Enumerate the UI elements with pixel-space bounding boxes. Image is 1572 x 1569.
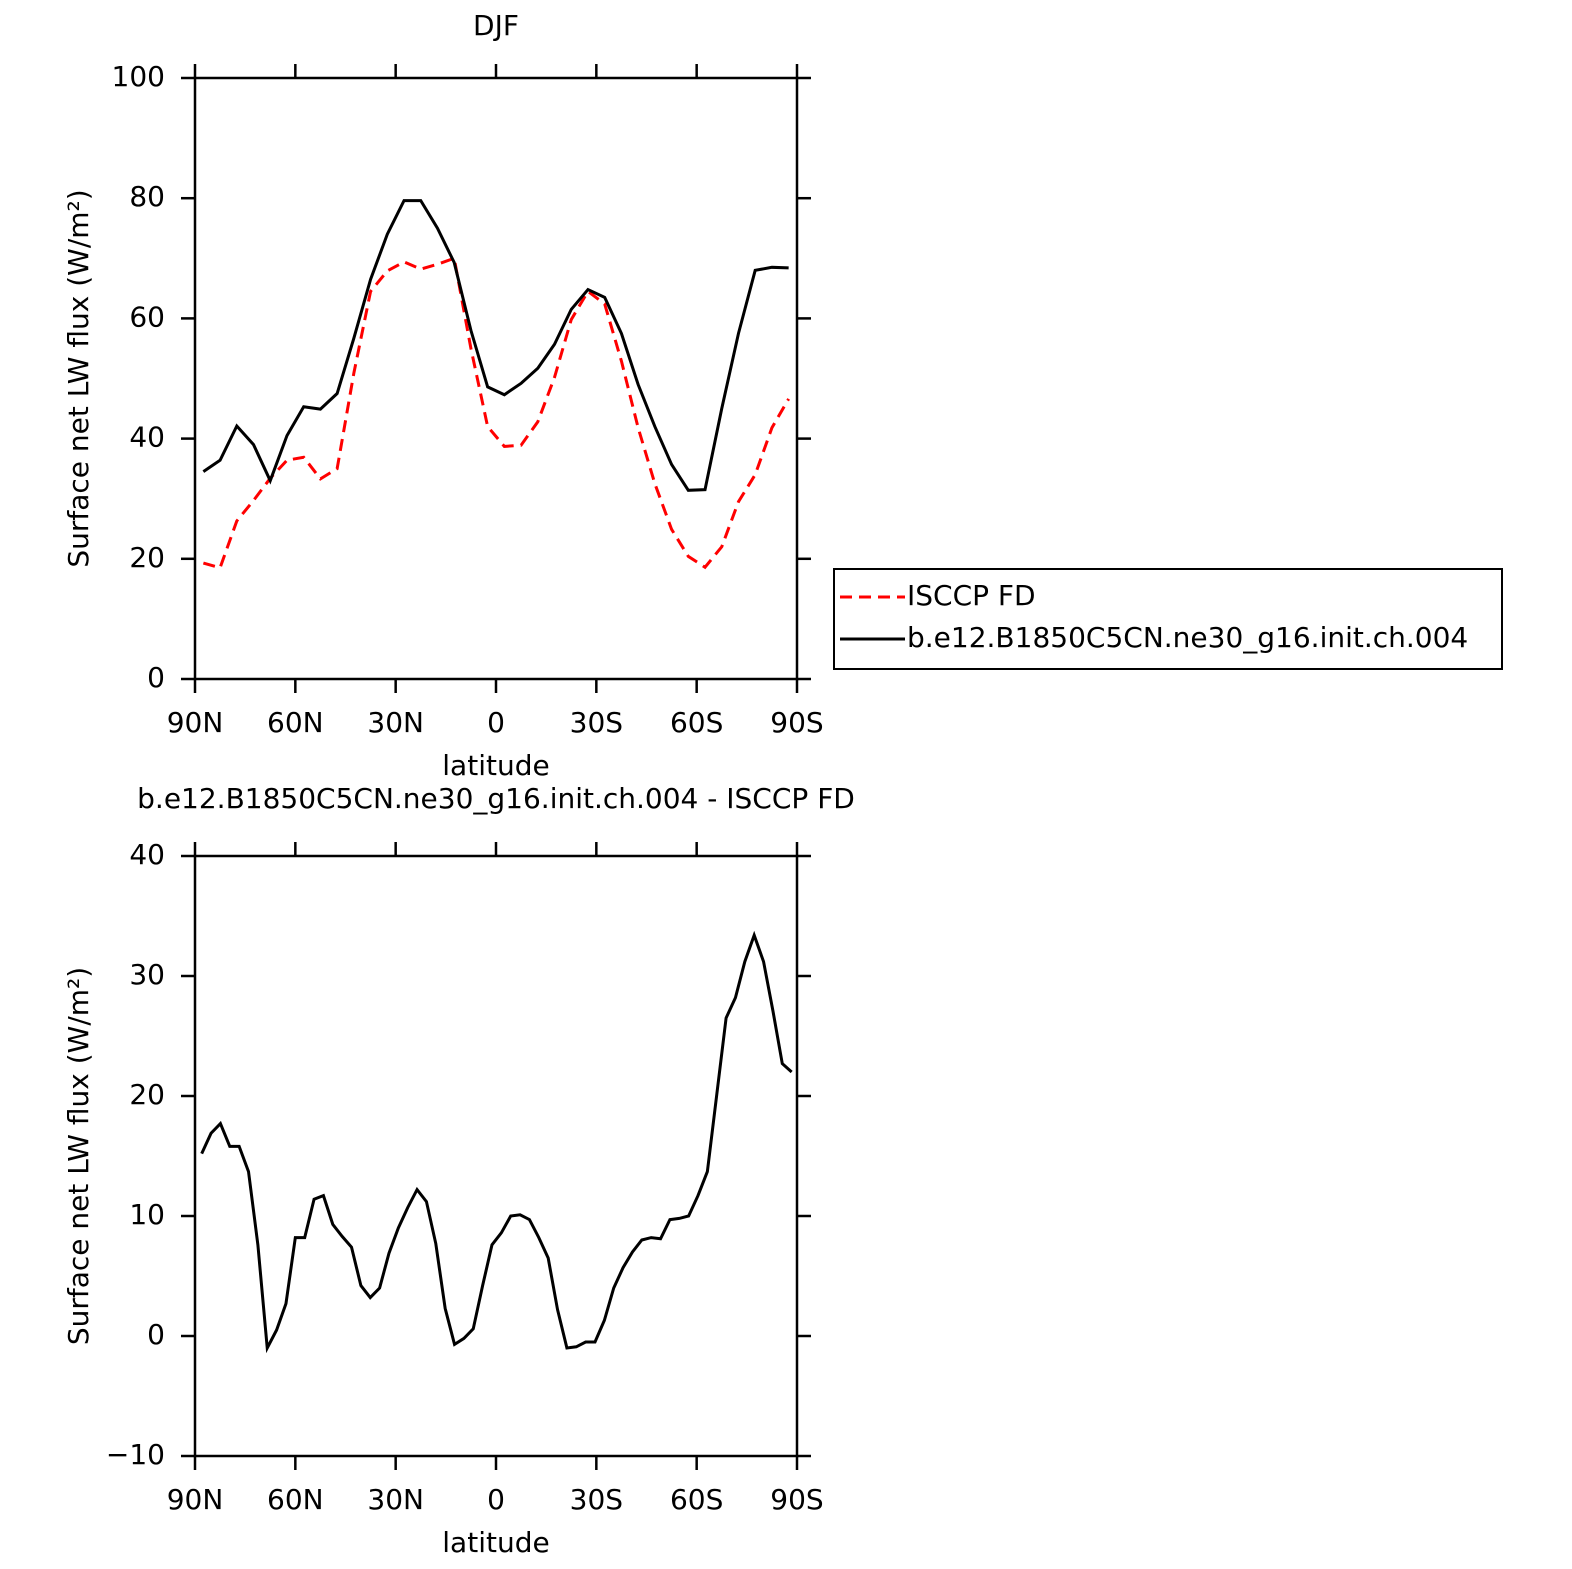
x-tick-label: 60N [267, 706, 324, 739]
y-tick-label: 60 [129, 300, 165, 333]
y-tick-label: 40 [129, 421, 165, 454]
x-tick-label: 0 [487, 706, 505, 739]
legend-label: b.e12.B1850C5CN.ne30_g16.init.ch.004 [907, 621, 1468, 654]
x-axis-label: latitude [442, 1526, 549, 1559]
x-tick-label: 90S [770, 1483, 823, 1516]
data-line [202, 256, 790, 570]
x-tick-label: 60S [670, 706, 723, 739]
x-axis-label: latitude [442, 749, 549, 782]
y-tick-label: 10 [129, 1198, 165, 1231]
data-line [202, 199, 789, 492]
chart-title: b.e12.B1850C5CN.ne30_g16.init.ch.004 - I… [137, 782, 855, 815]
x-tick-label: 60S [670, 1483, 723, 1516]
y-tick-label: 30 [129, 958, 165, 991]
y-tick-label: 20 [129, 541, 165, 574]
y-tick-label: 100 [112, 60, 165, 93]
x-tick-label: 90N [167, 1483, 224, 1516]
x-tick-label: 30S [570, 1483, 623, 1516]
y-tick-label: 40 [129, 838, 165, 871]
x-tick-label: 30N [367, 706, 424, 739]
chart-title: DJF [473, 9, 519, 42]
data-line [200, 930, 793, 1354]
y-axis-label: Surface net LW flux (W/m²) [62, 967, 95, 1345]
plot-frame [193, 854, 799, 1458]
x-tick-label: 30N [367, 1483, 424, 1516]
legend-box [833, 568, 1503, 670]
x-tick-label: 0 [487, 1483, 505, 1516]
x-tick-label: 90N [167, 706, 224, 739]
legend-label: ISCCP FD [907, 579, 1036, 612]
x-tick-label: 90S [770, 706, 823, 739]
x-tick-label: 30S [570, 706, 623, 739]
y-tick-label: 0 [147, 1318, 165, 1351]
y-tick-label: 0 [147, 661, 165, 694]
plot-frame [193, 76, 799, 681]
y-tick-label: −10 [106, 1438, 165, 1471]
y-tick-label: 20 [129, 1078, 165, 1111]
y-axis-label: Surface net LW flux (W/m²) [62, 189, 95, 567]
y-tick-label: 80 [129, 180, 165, 213]
x-tick-label: 60N [267, 1483, 324, 1516]
